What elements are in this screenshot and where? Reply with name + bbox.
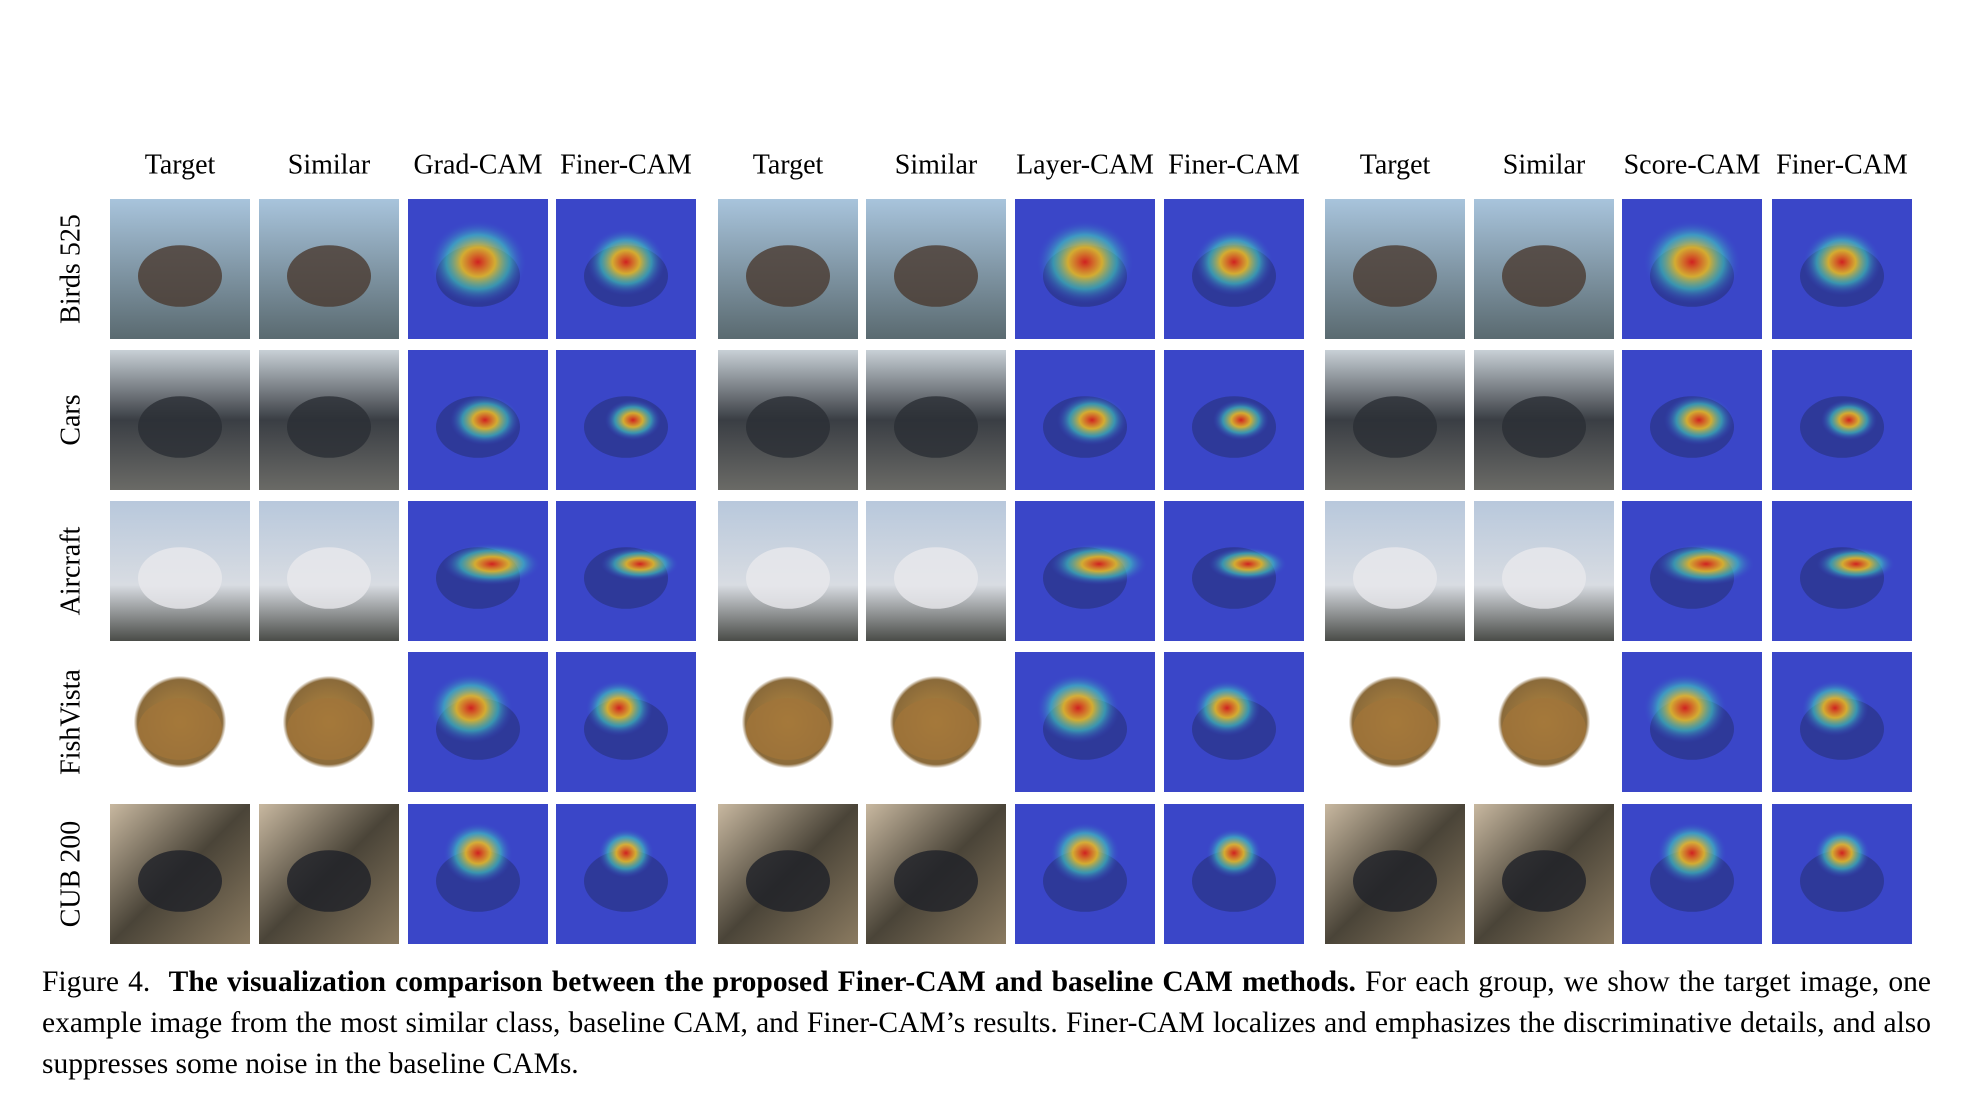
column-header: Target bbox=[753, 149, 824, 180]
image-subject bbox=[287, 698, 371, 760]
row-label: Cars bbox=[55, 394, 86, 445]
column-header: Target bbox=[1360, 149, 1431, 180]
cam-heat bbox=[1050, 543, 1148, 585]
image-subject bbox=[746, 698, 830, 760]
column-header: Similar bbox=[895, 149, 978, 180]
cam-heat bbox=[1036, 673, 1120, 743]
column-header: Finer-CAM bbox=[1168, 149, 1300, 180]
cam-heat bbox=[1050, 822, 1120, 884]
cam-heat bbox=[1208, 547, 1288, 581]
cam-heat bbox=[443, 543, 541, 585]
image-subject bbox=[894, 547, 978, 609]
column-header: Layer-CAM bbox=[1016, 149, 1154, 180]
cam-heat bbox=[429, 220, 527, 304]
cam-heat bbox=[1194, 228, 1274, 296]
cam-heat bbox=[1643, 220, 1741, 304]
cam-heat bbox=[443, 822, 513, 884]
image-subject bbox=[1502, 396, 1586, 458]
image-subject bbox=[287, 396, 371, 458]
image-subject bbox=[138, 850, 222, 912]
image-subject bbox=[894, 698, 978, 760]
column-header: Finer-CAM bbox=[560, 149, 692, 180]
image-subject bbox=[1353, 245, 1437, 307]
row-label: Aircraft bbox=[55, 526, 86, 615]
image-subject bbox=[1353, 547, 1437, 609]
column-header: Similar bbox=[1503, 149, 1586, 180]
image-subject bbox=[287, 547, 371, 609]
cam-heat bbox=[600, 547, 680, 581]
caption: Figure 4. The visualization comparison b… bbox=[42, 962, 1931, 1085]
cam-heat bbox=[1036, 220, 1134, 304]
column-header: Similar bbox=[288, 149, 371, 180]
image-subject bbox=[894, 850, 978, 912]
image-subject bbox=[1353, 850, 1437, 912]
image-subject bbox=[287, 245, 371, 307]
cam-heat bbox=[605, 399, 661, 441]
cam-heat bbox=[1057, 394, 1127, 446]
image-subject bbox=[138, 547, 222, 609]
image-subject bbox=[746, 245, 830, 307]
image-subject bbox=[1502, 245, 1586, 307]
image-subject bbox=[138, 396, 222, 458]
cam-heat bbox=[1814, 828, 1870, 878]
column-header: Target bbox=[145, 149, 216, 180]
column-header: Finer-CAM bbox=[1776, 149, 1908, 180]
cam-heat bbox=[1643, 673, 1727, 743]
cam-heat bbox=[1821, 399, 1877, 441]
cam-heat bbox=[1657, 543, 1755, 585]
cam-heat bbox=[1657, 822, 1727, 884]
row-label: CUB 200 bbox=[55, 821, 86, 928]
image-subject bbox=[287, 850, 371, 912]
column-header: Grad-CAM bbox=[413, 149, 542, 180]
cam-heat bbox=[1816, 547, 1896, 581]
row-label: Birds 525 bbox=[55, 214, 86, 324]
image-subject bbox=[138, 245, 222, 307]
cam-heat bbox=[1206, 828, 1262, 878]
image-subject bbox=[1353, 396, 1437, 458]
image-subject bbox=[894, 245, 978, 307]
cam-heat bbox=[1801, 680, 1869, 736]
image-subject bbox=[894, 396, 978, 458]
image-subject bbox=[746, 850, 830, 912]
image-subject bbox=[1502, 547, 1586, 609]
caption-label: Figure 4. bbox=[42, 966, 151, 998]
cam-heat bbox=[1664, 394, 1734, 446]
cam-heat bbox=[598, 828, 654, 878]
image-subject bbox=[1502, 850, 1586, 912]
image-subject bbox=[1353, 698, 1437, 760]
cam-heat bbox=[450, 394, 520, 446]
cam-heat bbox=[1193, 680, 1261, 736]
column-header: Score-CAM bbox=[1624, 149, 1761, 180]
image-subject bbox=[1502, 698, 1586, 760]
row-label: FishVista bbox=[55, 669, 86, 775]
image-subject bbox=[138, 698, 222, 760]
cam-heat bbox=[585, 680, 653, 736]
caption-title: The visualization comparison between the… bbox=[168, 966, 1356, 998]
cam-heat bbox=[429, 673, 513, 743]
cam-heat bbox=[1213, 399, 1269, 441]
cam-heat bbox=[1802, 228, 1882, 296]
image-subject bbox=[746, 396, 830, 458]
cam-heat bbox=[586, 228, 666, 296]
figure: Target Similar Grad-CAM Finer-CAM Target Simi… bbox=[55, 149, 1912, 944]
image-subject bbox=[746, 547, 830, 609]
caption-text: For each group, we show the target image… bbox=[42, 966, 1932, 1080]
